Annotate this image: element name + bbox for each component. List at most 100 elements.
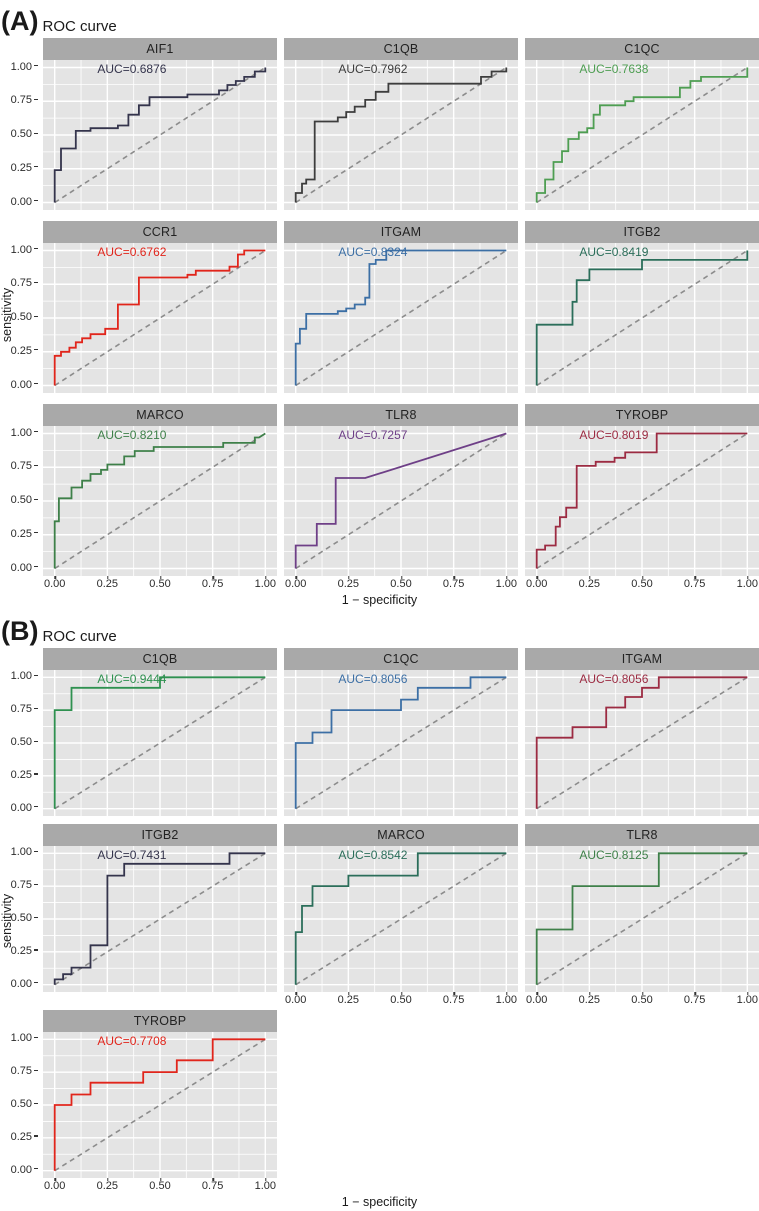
roc-plot-svg: [43, 426, 277, 576]
x-tick-label: 1.00: [254, 1178, 277, 1192]
facet-title: TLR8: [525, 824, 759, 846]
y-tick-label: 0.00: [11, 1164, 38, 1176]
x-tick-label: 0.50: [390, 576, 412, 590]
roc-curve: [53, 432, 266, 569]
roc-plot-svg: [43, 60, 277, 210]
auc-label: AUC=0.8019: [579, 428, 649, 442]
y-tick-label: 1.00: [11, 61, 38, 73]
roc-curve: [294, 852, 507, 985]
roc-plot-area: AUC=0.8019: [525, 426, 759, 576]
y-tick-label: 0.75: [11, 704, 38, 715]
auc-label: AUC=0.8125: [579, 848, 649, 862]
diagonal-reference-line: [295, 249, 507, 387]
roc-plot-area: AUC=0.8056: [525, 670, 759, 816]
x-tick-label: 0.25: [337, 992, 360, 1006]
x-tick-label: 0.25: [578, 992, 601, 1006]
roc-curve: [53, 852, 266, 985]
roc-plot-area: AUC=0.7962: [284, 60, 518, 210]
y-tick-label: 0.00: [11, 978, 38, 990]
x-tick-label: 0.00: [43, 576, 66, 590]
y-tick-label: 0.25: [11, 528, 38, 540]
x-tick-label: 1.00: [495, 992, 518, 1006]
roc-plot-svg: [284, 426, 518, 576]
roc-plot-area: AUC=0.8324: [284, 243, 518, 393]
x-axis-title: 1 − specificity: [341, 1195, 418, 1209]
x-tick-label: 0.25: [96, 1178, 119, 1192]
roc-curve: [294, 67, 508, 203]
x-axis-ticks: 0.00 0.25 0.50 0.75 1.00: [284, 992, 518, 1008]
facet-tyrobp: TYROBP AUC=0.8019 0.00 0.25 0.50 0.75 1.00: [525, 404, 759, 592]
roc-plot-svg: [43, 670, 277, 816]
x-axis-ticks: 0.00 0.25 0.50 0.75 1.00: [525, 576, 759, 592]
diagonal-reference-line: [536, 249, 748, 387]
x-tick-label: 0.50: [631, 576, 653, 590]
roc-plot-area: AUC=0.7431: [43, 846, 277, 992]
facet-title: MARCO: [43, 404, 277, 426]
diagonal-reference-line: [54, 249, 266, 387]
x-tick-label: 0.50: [390, 992, 412, 1006]
y-tick-label: 0.25: [11, 945, 38, 957]
roc-curve: [294, 676, 507, 809]
y-tick-label: 1.00: [11, 847, 38, 858]
auc-label: AUC=0.7708: [97, 1034, 167, 1048]
panel-b-letter: (B): [1, 616, 39, 646]
panel-b: (B) ROC curve sensitivity 1.00 0.75 0.50 0.…: [0, 610, 759, 1210]
facet-c1qb: C1QB AUC=0.7962: [284, 38, 518, 210]
x-tick-label: 0.50: [149, 1178, 171, 1192]
panel-b-facet-grid: sensitivity 1.00 0.75 0.50 0.25 0.00 C1QB AUC=…: [0, 648, 759, 1194]
facet-tlr8: TLR8 AUC=0.7257 0.00 0.25 0.50 0.75 1.00: [284, 404, 518, 592]
y-axis-gutter: 1.00 0.75 0.50 0.25 0.00: [0, 404, 43, 592]
y-axis-gutter: 1.00 0.75 0.50 0.25 0.00: [0, 221, 43, 393]
facet-title: CCR1: [43, 221, 277, 243]
facet-itgb2: ITGB2 AUC=0.8419: [525, 221, 759, 393]
y-tick-label: 0.75: [11, 880, 38, 891]
facet-row: 1.00 0.75 0.50 0.25 0.00 MARCO AUC=0.8210 0.00 0…: [0, 404, 759, 592]
facet-row: 1.00 0.75 0.50 0.25 0.00 AIF1 AUC=0.6876 C1QB AU…: [0, 38, 759, 210]
roc-plot-svg: [43, 846, 277, 992]
y-axis-gutter: 1.00 0.75 0.50 0.25 0.00: [0, 1010, 43, 1194]
x-tick-label: 0.00: [43, 1178, 66, 1192]
roc-curve: [535, 852, 748, 985]
roc-curve: [294, 432, 507, 569]
panel-a-title: ROC curve: [42, 17, 117, 35]
roc-plot-svg: [525, 426, 759, 576]
facet-c1qc: C1QC AUC=0.8056: [284, 648, 518, 816]
roc-curve: [53, 676, 266, 809]
roc-plot-area: AUC=0.8125: [525, 846, 759, 992]
roc-curve: [53, 67, 267, 203]
facet-marco: MARCO AUC=0.8210 0.00 0.25 0.50 0.75 1.00: [43, 404, 277, 592]
panel-a-facet-grid: sensitivity 1.00 0.75 0.50 0.25 0.00 AIF1 AUC=…: [0, 38, 759, 592]
auc-label: AUC=0.7962: [338, 62, 408, 76]
y-tick-label: 1.00: [11, 244, 38, 256]
facet-row: 1.00 0.75 0.50 0.25 0.00 CCR1 AUC=0.6762 ITGAM A…: [0, 221, 759, 393]
roc-plot-svg: [284, 243, 518, 393]
auc-label: AUC=0.9444: [97, 672, 167, 686]
diagonal-reference-line: [295, 432, 507, 570]
auc-label: AUC=0.7638: [579, 62, 649, 76]
x-axis-ticks: 0.00 0.25 0.50 0.75 1.00: [43, 1178, 277, 1194]
x-tick-label: 0.00: [284, 992, 307, 1006]
auc-label: AUC=0.6762: [97, 245, 167, 259]
facet-tyrobp: TYROBP AUC=0.7708 0.00 0.25 0.50 0.75 1.00: [43, 1010, 277, 1194]
panel-a: (A) ROC curve sensitivity 1.00 0.75 0.50 0.…: [0, 0, 759, 608]
facet-itgb2: ITGB2 AUC=0.7431: [43, 824, 277, 992]
y-tick-label: 0.75: [11, 1066, 38, 1077]
x-tick-label: 0.25: [578, 576, 601, 590]
x-tick-label: 0.75: [442, 992, 465, 1006]
roc-plot-svg: [284, 846, 518, 992]
facet-title: MARCO: [284, 824, 518, 846]
roc-plot-area: AUC=0.9444: [43, 670, 277, 816]
y-tick-label: 1.00: [11, 1033, 38, 1044]
x-tick-label: 0.75: [201, 576, 224, 590]
roc-plot-area: AUC=0.7708: [43, 1032, 277, 1178]
roc-plot-area: AUC=0.8419: [525, 243, 759, 393]
y-tick-label: 0.75: [11, 95, 38, 106]
facet-itgam: ITGAM AUC=0.8324: [284, 221, 518, 393]
facet-marco: MARCO AUC=0.8542 0.00 0.25 0.50 0.75 1.00: [284, 824, 518, 1008]
diagonal-reference-line: [536, 66, 748, 204]
panel-b-header: (B) ROC curve: [0, 610, 759, 648]
facet-aif1: AIF1 AUC=0.6876: [43, 38, 277, 210]
y-tick-label: 0.50: [11, 1099, 38, 1110]
facet-title: ITGAM: [525, 648, 759, 670]
